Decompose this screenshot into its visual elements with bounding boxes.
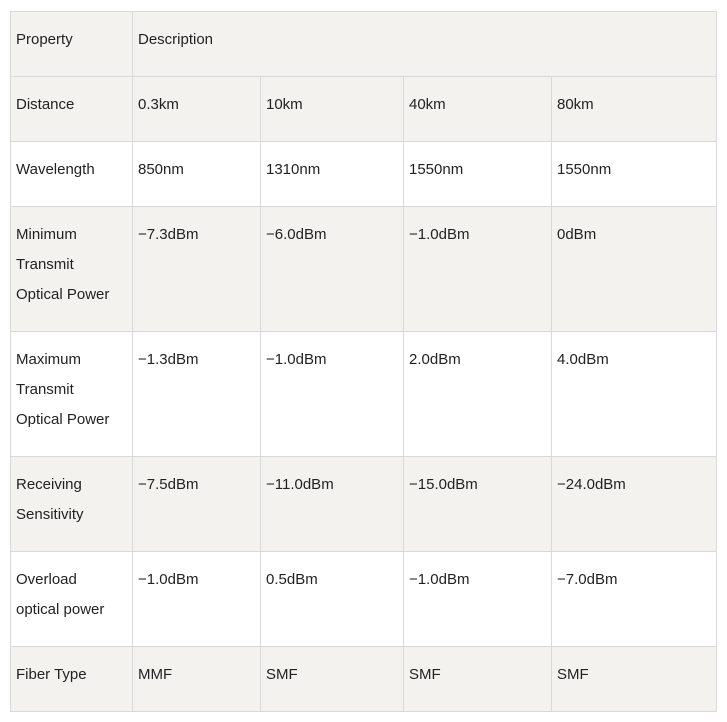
header-property-cell: Property [10, 11, 133, 77]
value-text: 1310nm [266, 161, 321, 178]
value-cell: 2.0dBm [403, 331, 552, 457]
value-cell: 0dBm [550, 206, 718, 332]
row-label: Wavelength [16, 161, 95, 178]
header-row: Property Description [10, 11, 718, 77]
table-row-wavelength: Wavelength 850nm 1310nm 1550nm 1550nm [10, 141, 718, 207]
value-text: SMF [409, 666, 441, 683]
row-label-cell: Distance [10, 76, 133, 142]
value-cell: −1.0dBm [132, 551, 261, 647]
value-cell: SMF [550, 646, 718, 712]
value-cell: 1310nm [260, 141, 404, 207]
row-label-line: Transmit [16, 381, 74, 398]
value-text: 0dBm [557, 226, 597, 243]
value-cell: 80km [550, 76, 718, 142]
row-label-line: Minimum [16, 226, 77, 243]
row-label-line: Sensitivity [16, 506, 84, 523]
value-text: −7.5dBm [138, 476, 199, 493]
value-cell: 1550nm [550, 141, 718, 207]
value-cell: 10km [260, 76, 404, 142]
row-label-cell: Overload optical power [10, 551, 133, 647]
value-cell: MMF [132, 646, 261, 712]
value-text: −6.0dBm [266, 226, 327, 243]
value-cell: 850nm [132, 141, 261, 207]
value-text: MMF [138, 666, 173, 683]
table-row-max-transmit-power: Maximum Transmit Optical Power −1.3dBm −… [10, 331, 718, 457]
value-text: 850nm [138, 161, 184, 178]
row-label-cell: Maximum Transmit Optical Power [10, 331, 133, 457]
value-text: −1.0dBm [138, 571, 199, 588]
value-cell: −7.0dBm [550, 551, 718, 647]
value-cell: 1550nm [403, 141, 552, 207]
value-cell: SMF [260, 646, 404, 712]
row-label-cell: Wavelength [10, 141, 133, 207]
value-text: 0.3km [138, 96, 179, 113]
row-label-line: Optical Power [16, 411, 110, 428]
value-text: 40km [409, 96, 446, 113]
value-cell: −1.0dBm [403, 206, 552, 332]
row-label: Distance [16, 96, 75, 113]
spec-table: Property Description Distance 0.3km 10km… [10, 11, 718, 712]
header-description-label: Description [138, 31, 214, 48]
value-text: −7.0dBm [557, 571, 618, 588]
value-text: −7.3dBm [138, 226, 199, 243]
value-text: −1.3dBm [138, 351, 199, 368]
value-cell: 0.5dBm [260, 551, 404, 647]
row-label-line: Receiving [16, 476, 82, 493]
value-cell: −1.3dBm [132, 331, 261, 457]
value-text: −11.0dBm [266, 476, 334, 493]
value-cell: 4.0dBm [550, 331, 718, 457]
value-text: −1.0dBm [266, 351, 327, 368]
value-text: 80km [557, 96, 594, 113]
value-text: −1.0dBm [409, 571, 470, 588]
value-text: 0.5dBm [266, 571, 318, 588]
row-label-line: Transmit [16, 256, 74, 273]
value-cell: 0.3km [132, 76, 261, 142]
value-cell: −6.0dBm [260, 206, 404, 332]
value-text: −1.0dBm [409, 226, 470, 243]
spec-table-container: Property Description Distance 0.3km 10km… [10, 11, 718, 712]
table-row-distance: Distance 0.3km 10km 40km 80km [10, 76, 718, 142]
value-cell: −11.0dBm [260, 456, 404, 552]
value-cell: −24.0dBm [550, 456, 718, 552]
table-row-receiving-sensitivity: Receiving Sensitivity −7.5dBm −11.0dBm −… [10, 456, 718, 552]
row-label-cell: Minimum Transmit Optical Power [10, 206, 133, 332]
row-label-line: Overload [16, 571, 77, 588]
value-text: SMF [266, 666, 298, 683]
value-cell: SMF [403, 646, 552, 712]
value-text: 1550nm [557, 161, 612, 178]
value-text: 1550nm [409, 161, 464, 178]
value-text: −24.0dBm [557, 476, 626, 493]
row-label-line: Maximum [16, 351, 82, 368]
value-text: SMF [557, 666, 589, 683]
value-cell: −7.3dBm [132, 206, 261, 332]
row-label-line: Optical Power [16, 286, 110, 303]
row-label-cell: Receiving Sensitivity [10, 456, 133, 552]
table-row-fiber-type: Fiber Type MMF SMF SMF SMF [10, 646, 718, 712]
value-text: 2.0dBm [409, 351, 461, 368]
value-cell: −15.0dBm [403, 456, 552, 552]
value-cell: −1.0dBm [260, 331, 404, 457]
header-property-label: Property [16, 31, 73, 48]
row-label-line: optical power [16, 601, 105, 618]
value-text: 10km [266, 96, 303, 113]
value-cell: −7.5dBm [132, 456, 261, 552]
value-cell: −1.0dBm [403, 551, 552, 647]
row-label: Fiber Type [16, 666, 87, 683]
row-label-cell: Fiber Type [10, 646, 133, 712]
table-row-min-transmit-power: Minimum Transmit Optical Power −7.3dBm −… [10, 206, 718, 332]
value-text: 4.0dBm [557, 351, 609, 368]
table-row-overload-power: Overload optical power −1.0dBm 0.5dBm −1… [10, 551, 718, 647]
value-cell: 40km [403, 76, 552, 142]
header-description-cell: Description [131, 11, 718, 77]
value-text: −15.0dBm [409, 476, 478, 493]
